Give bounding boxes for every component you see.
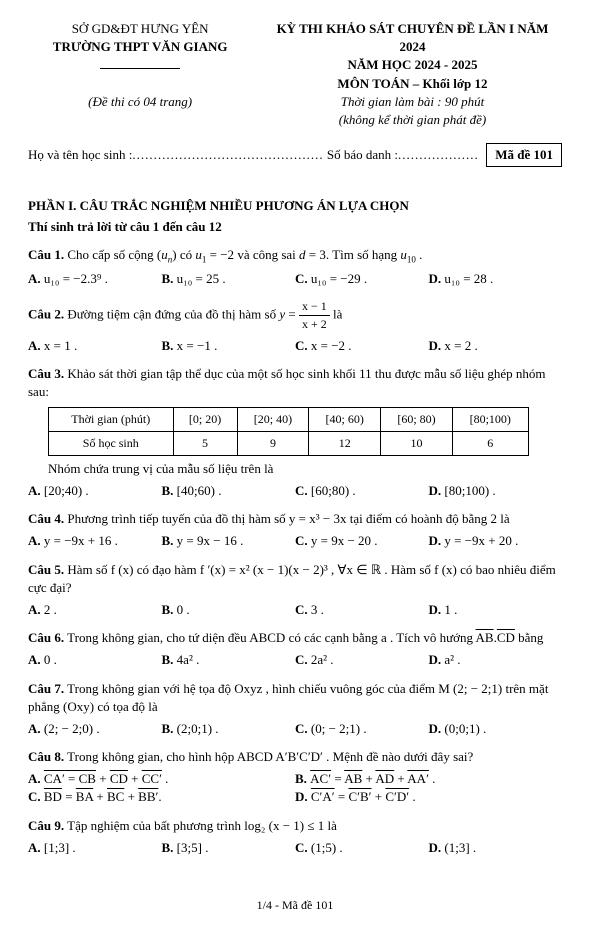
q3-options: A. [20;40) . B. [40;60) . C. [60;80) . D… bbox=[28, 482, 562, 500]
q6-options: A. 0 . B. 4a² . C. 2a² . D. a² . bbox=[28, 651, 562, 669]
q3-opt-b: B. [40;60) . bbox=[162, 482, 296, 500]
question-5: Câu 5. Hàm số f (x) có đạo hàm f ′(x) = … bbox=[28, 561, 562, 620]
dept-label: SỞ GD&ĐT HƯNG YÊN bbox=[28, 20, 252, 38]
q2-opt-d: D. x = 2 . bbox=[429, 337, 563, 355]
q4-opt-a: A. y = −9x + 16 . bbox=[28, 532, 162, 550]
q9-opt-b: B. [3;5] . bbox=[162, 839, 296, 857]
q3-subtext: Nhóm chứa trung vị của mẫu số liệu trên … bbox=[48, 460, 562, 478]
q7-options: A. (2; − 2;0) . B. (2;0;1) . C. (0; − 2;… bbox=[28, 720, 562, 738]
q7-opt-a: A. (2; − 2;0) . bbox=[28, 720, 162, 738]
question-8: Câu 8. Trong không gian, cho hình hộp AB… bbox=[28, 748, 562, 807]
q9-opt-d: D. (1;3] . bbox=[429, 839, 563, 857]
q5-opt-a: A. 2 . bbox=[28, 601, 162, 619]
q7-opt-c: C. (0; − 2;1) . bbox=[295, 720, 429, 738]
q5-opt-b: B. 0 . bbox=[162, 601, 296, 619]
q4-opt-c: C. y = 9x − 20 . bbox=[295, 532, 429, 550]
section1-title: PHẦN I. CÂU TRẮC NGHIỆM NHIỀU PHƯƠNG ÁN … bbox=[28, 197, 562, 215]
table-row: Số học sinh 5 9 12 10 6 bbox=[49, 432, 529, 456]
q9-opt-c: C. (1;5) . bbox=[295, 839, 429, 857]
q9-opt-a: A. [1;3] . bbox=[28, 839, 162, 857]
question-6: Câu 6. Trong không gian, cho tứ diện đều… bbox=[28, 629, 562, 669]
q1-opt-c: C. u₁₀ = −29 . bbox=[295, 270, 429, 288]
table-row: Thời gian (phút) [0; 20) [20; 40) [40; 6… bbox=[49, 408, 529, 432]
q2-options: A. x = 1 . B. x = −1 . C. x = −2 . D. x … bbox=[28, 337, 562, 355]
q3-opt-c: C. [60;80) . bbox=[295, 482, 429, 500]
q1-opt-b: B. u₁₀ = 25 . bbox=[162, 270, 296, 288]
q3-opt-a: A. [20;40) . bbox=[28, 482, 162, 500]
exam-year: NĂM HỌC 2024 - 2025 bbox=[263, 56, 562, 74]
q6-opt-b: B. 4a² . bbox=[162, 651, 296, 669]
question-7: Câu 7. Trong không gian với hệ tọa độ Ox… bbox=[28, 680, 562, 739]
q6-opt-d: D. a² . bbox=[429, 651, 563, 669]
q4-options: A. y = −9x + 16 . B. y = 9x − 16 . C. y … bbox=[28, 532, 562, 550]
student-name: Họ và tên học sinh :....................… bbox=[28, 146, 479, 164]
q3-opt-d: D. [80;100) . bbox=[429, 482, 563, 500]
question-2: Câu 2. Đường tiệm cận đứng của đồ thị hà… bbox=[28, 298, 562, 355]
header: SỞ GD&ĐT HƯNG YÊN TRƯỜNG THPT VĂN GIANG … bbox=[28, 20, 562, 129]
exam-title: KỲ THI KHẢO SÁT CHUYÊN ĐỀ LẦN I NĂM 2024 bbox=[263, 20, 562, 56]
q8-opt-a: A. CA′ = CB + CD + CC′ . bbox=[28, 770, 295, 788]
q1-options: A. u₁₀ = −2.3⁹ . B. u₁₀ = 25 . C. u₁₀ = … bbox=[28, 270, 562, 288]
q1-opt-a: A. u₁₀ = −2.3⁹ . bbox=[28, 270, 162, 288]
q9-options: A. [1;3] . B. [3;5] . C. (1;5) . D. (1;3… bbox=[28, 839, 562, 857]
header-right: KỲ THI KHẢO SÁT CHUYÊN ĐỀ LẦN I NĂM 2024… bbox=[263, 20, 562, 129]
page-footer: 1/4 - Mã đề 101 bbox=[28, 897, 562, 914]
pages-line: (Đề thi có 04 trang) bbox=[28, 93, 252, 111]
school-name: TRƯỜNG THPT VĂN GIANG bbox=[28, 38, 252, 56]
question-4: Câu 4. Phương trình tiếp tuyến của đồ th… bbox=[28, 510, 562, 550]
q7-opt-d: D. (0;0;1) . bbox=[429, 720, 563, 738]
section1-sub: Thí sinh trả lời từ câu 1 đến câu 12 bbox=[28, 218, 562, 236]
underline bbox=[100, 68, 180, 69]
question-3: Câu 3. Khảo sát thời gian tập thể dục củ… bbox=[28, 365, 562, 500]
q7-opt-b: B. (2;0;1) . bbox=[162, 720, 296, 738]
q8-options: A. CA′ = CB + CD + CC′ . B. AC′ = AB + A… bbox=[28, 770, 562, 806]
q5-opt-c: C. 3 . bbox=[295, 601, 429, 619]
q3-table: Thời gian (phút) [0; 20) [20; 40) [40; 6… bbox=[48, 407, 529, 456]
q8-opt-c: C. BD = BA + BC + BB′. bbox=[28, 788, 295, 806]
exam-code-box: Mã đề 101 bbox=[486, 143, 562, 167]
q2-opt-c: C. x = −2 . bbox=[295, 337, 429, 355]
q8-opt-b: B. AC′ = AB + AD + AA′ . bbox=[295, 770, 562, 788]
q4-opt-d: D. y = −9x + 20 . bbox=[429, 532, 563, 550]
question-9: Câu 9. Tập nghiệm của bất phương trình l… bbox=[28, 817, 562, 857]
q8-opt-d: D. C′A′ = C′B′ + C′D′ . bbox=[295, 788, 562, 806]
header-left: SỞ GD&ĐT HƯNG YÊN TRƯỜNG THPT VĂN GIANG … bbox=[28, 20, 252, 129]
q6-opt-c: C. 2a² . bbox=[295, 651, 429, 669]
q5-options: A. 2 . B. 0 . C. 3 . D. 1 . bbox=[28, 601, 562, 619]
q1-opt-d: D. u₁₀ = 28 . bbox=[429, 270, 563, 288]
q5-opt-d: D. 1 . bbox=[429, 601, 563, 619]
q6-opt-a: A. 0 . bbox=[28, 651, 162, 669]
q4-opt-b: B. y = 9x − 16 . bbox=[162, 532, 296, 550]
info-line: Họ và tên học sinh :....................… bbox=[28, 143, 562, 167]
exam-subject: MÔN TOÁN – Khối lớp 12 bbox=[263, 75, 562, 93]
q2-opt-a: A. x = 1 . bbox=[28, 337, 162, 355]
question-1: Câu 1. Cho cấp số cộng (un) có u1 = −2 v… bbox=[28, 246, 562, 288]
exam-time: Thời gian làm bài : 90 phút bbox=[263, 93, 562, 111]
q2-opt-b: B. x = −1 . bbox=[162, 337, 296, 355]
exam-note: (không kể thời gian phát đề) bbox=[263, 111, 562, 129]
